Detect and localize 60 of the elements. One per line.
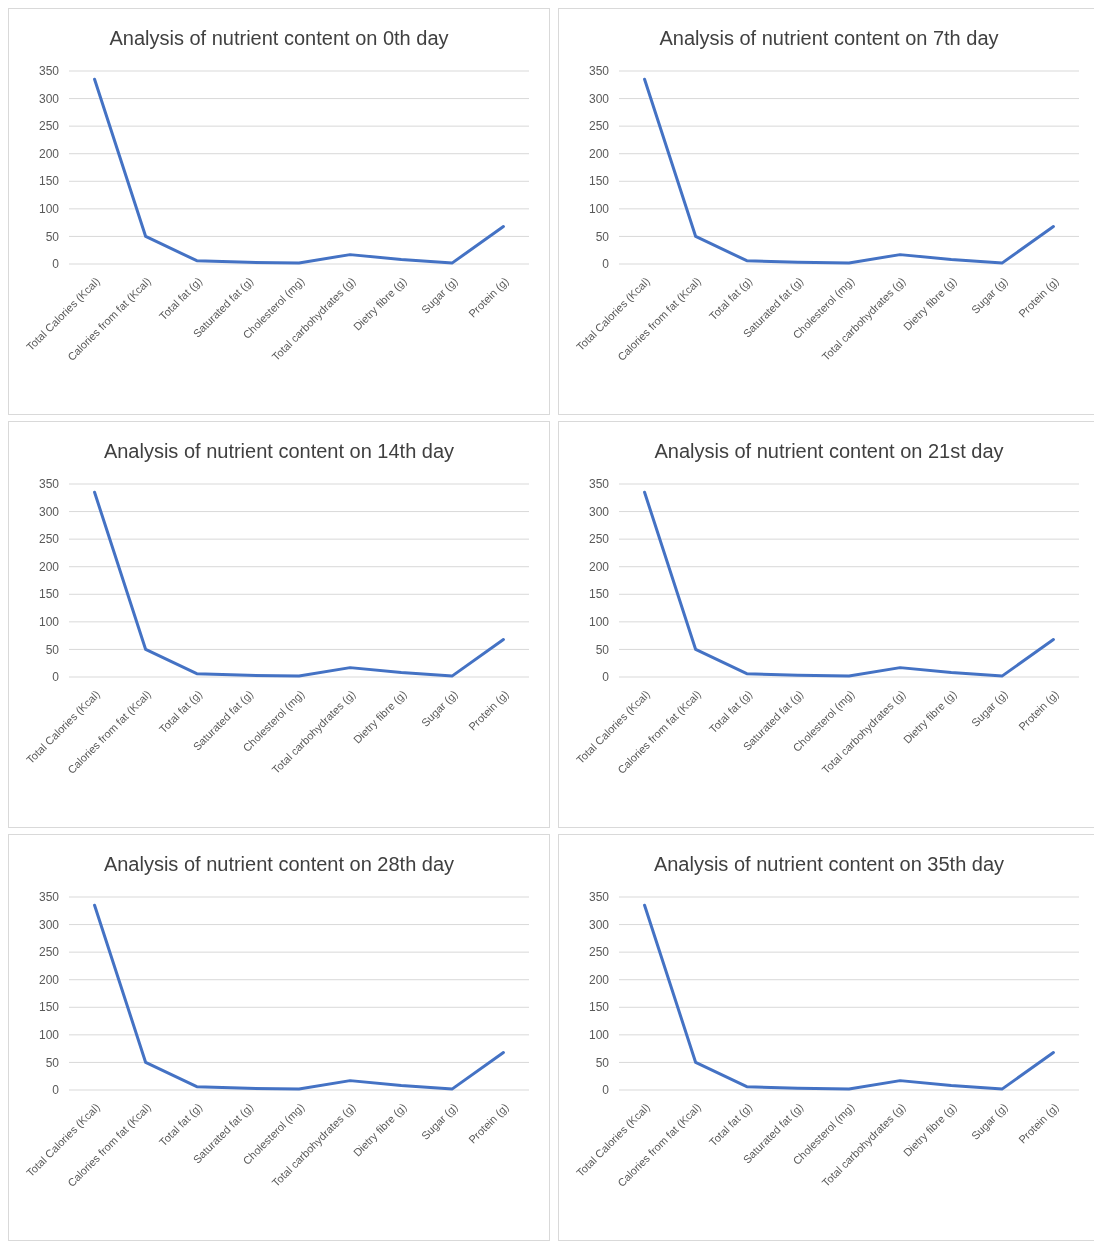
y-tick-label: 100	[588, 1028, 610, 1043]
y-tick-label: 50	[595, 229, 610, 244]
y-tick-label: 50	[45, 642, 60, 657]
line-series	[93, 490, 505, 678]
y-tick-label: 150	[588, 1000, 610, 1015]
y-tick-label: 250	[38, 119, 60, 134]
y-tick-label: 0	[602, 1083, 610, 1098]
y-tick-label: 200	[588, 146, 610, 161]
line-series	[93, 77, 505, 265]
y-tick-label: 200	[38, 972, 60, 987]
y-tick-label: 300	[588, 91, 610, 106]
y-tick-label: 250	[588, 119, 610, 134]
y-tick-label: 350	[588, 477, 610, 492]
y-tick-label: 150	[38, 1000, 60, 1015]
y-tick-label: 250	[588, 532, 610, 547]
y-tick-label: 150	[588, 174, 610, 189]
y-tick-label: 350	[38, 477, 60, 492]
y-tick-label: 250	[38, 945, 60, 960]
y-tick-label: 350	[38, 890, 60, 905]
y-tick-label: 100	[38, 1028, 60, 1043]
y-tick-label: 300	[38, 917, 60, 932]
y-tick-label: 100	[38, 202, 60, 217]
y-tick-label: 200	[38, 559, 60, 574]
line-series	[643, 490, 1055, 678]
line-series	[643, 77, 1055, 265]
y-tick-label: 200	[588, 972, 610, 987]
y-tick-label: 50	[45, 229, 60, 244]
y-tick-label: 300	[588, 504, 610, 519]
chart-title: Analysis of nutrient content on 0th day	[109, 27, 449, 49]
y-tick-label: 150	[38, 174, 60, 189]
y-tick-label: 150	[588, 587, 610, 602]
chart-title: Analysis of nutrient content on 21st day	[654, 440, 1004, 462]
y-tick-label: 100	[38, 615, 60, 630]
line-series	[93, 903, 505, 1091]
y-tick-label: 0	[52, 1083, 60, 1098]
y-tick-label: 50	[595, 1055, 610, 1070]
y-tick-label: 200	[588, 559, 610, 574]
chart-title: Analysis of nutrient content on 7th day	[659, 27, 999, 49]
y-tick-label: 0	[52, 257, 60, 272]
y-tick-label: 300	[588, 917, 610, 932]
y-tick-label: 250	[38, 532, 60, 547]
y-tick-label: 300	[38, 504, 60, 519]
y-tick-label: 50	[595, 642, 610, 657]
line-series	[643, 903, 1055, 1091]
y-tick-label: 0	[602, 670, 610, 685]
y-tick-label: 300	[38, 91, 60, 106]
y-tick-label: 350	[38, 64, 60, 79]
y-tick-label: 0	[52, 670, 60, 685]
chart-title: Analysis of nutrient content on 35th day	[653, 853, 1005, 875]
chart-title: Analysis of nutrient content on 28th day	[103, 853, 455, 875]
y-tick-label: 100	[588, 615, 610, 630]
y-tick-label: 200	[38, 146, 60, 161]
chart-title: Analysis of nutrient content on 14th day	[103, 440, 455, 462]
y-tick-label: 100	[588, 202, 610, 217]
y-tick-label: 350	[588, 890, 610, 905]
y-tick-label: 350	[588, 64, 610, 79]
y-tick-label: 150	[38, 587, 60, 602]
y-tick-label: 50	[45, 1055, 60, 1070]
y-tick-label: 0	[602, 257, 610, 272]
y-tick-label: 250	[588, 945, 610, 960]
